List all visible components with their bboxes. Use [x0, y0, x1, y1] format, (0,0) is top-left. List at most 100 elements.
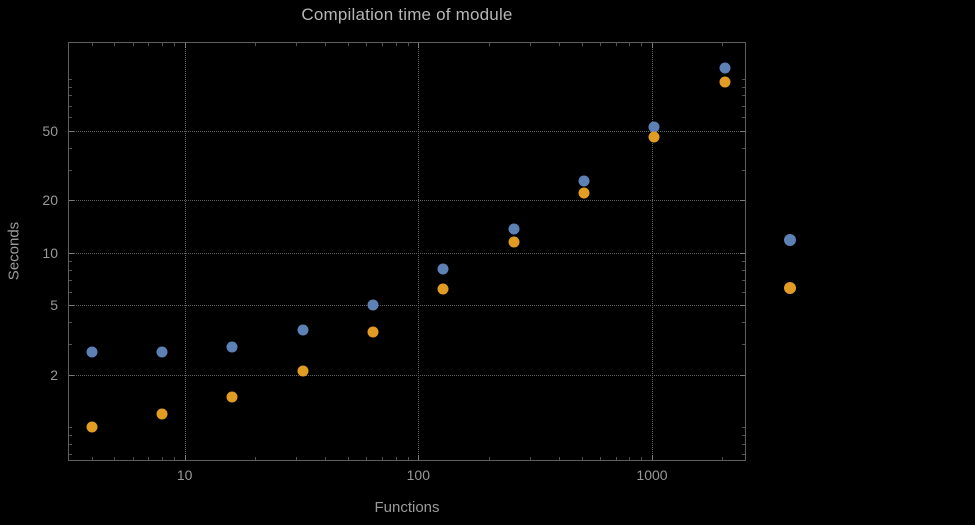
x-minor-tick: [488, 457, 490, 460]
x-minor-tick: [382, 457, 384, 460]
x-tick-mark: [184, 43, 186, 48]
x-minor-tick: [325, 457, 327, 460]
x-minor-tick: [629, 457, 631, 460]
x-minor-tick: [254, 457, 256, 460]
x-minor-tick: [629, 43, 631, 46]
y-minor-tick: [742, 279, 745, 281]
plot-area: [68, 42, 746, 461]
y-minor-tick: [69, 260, 72, 262]
data-point-blue-series: [156, 346, 168, 358]
y-minor-tick: [742, 86, 745, 88]
data-point-orange-series: [437, 283, 449, 295]
y-minor-tick: [69, 454, 72, 456]
y-minor-tick: [69, 291, 72, 293]
y-tick-mark: [69, 131, 74, 133]
y-minor-tick: [742, 169, 745, 171]
y-minor-tick: [69, 427, 72, 429]
x-minor-tick: [148, 43, 150, 46]
x-gridline: [184, 43, 186, 460]
y-tick-mark: [740, 252, 745, 254]
y-minor-tick: [69, 105, 72, 107]
x-minor-tick: [559, 457, 560, 460]
y-minor-tick: [742, 117, 745, 119]
x-gridline: [418, 43, 420, 460]
y-tick-mark: [69, 374, 74, 376]
data-point-orange-series: [578, 187, 590, 199]
y-tick-label: 20: [42, 192, 58, 209]
legend-marker-orange-series: [784, 282, 796, 294]
y-minor-tick: [69, 86, 72, 88]
chart-title: Compilation time of module: [301, 5, 513, 24]
x-tick-label: 10: [176, 467, 193, 483]
y-tick-mark: [740, 131, 745, 133]
x-axis-label: Functions: [374, 499, 440, 516]
y-tick-label: 5: [50, 297, 58, 314]
y-minor-tick: [69, 95, 72, 97]
y-minor-tick: [742, 105, 745, 107]
x-minor-tick: [366, 43, 368, 46]
x-minor-tick: [173, 43, 175, 46]
data-point-blue-series: [86, 346, 98, 358]
y-minor-tick: [69, 269, 72, 271]
x-minor-tick: [296, 43, 298, 46]
y-gridline: [69, 252, 745, 254]
y-minor-tick: [742, 444, 745, 446]
x-minor-tick: [161, 43, 163, 46]
x-minor-tick: [722, 457, 724, 460]
y-tick-label: 2: [50, 366, 58, 383]
x-minor-tick: [600, 43, 602, 46]
legend-marker-blue-series: [784, 234, 796, 246]
data-point-blue-series: [508, 223, 520, 235]
x-minor-tick: [382, 43, 384, 46]
x-minor-tick: [581, 457, 583, 460]
x-minor-tick: [114, 43, 116, 46]
data-point-blue-series: [578, 175, 590, 187]
x-minor-tick: [395, 457, 397, 460]
y-minor-tick: [69, 444, 72, 446]
x-minor-tick: [488, 43, 490, 46]
y-axis-label: Seconds: [5, 221, 23, 281]
x-minor-tick: [615, 43, 617, 46]
y-gridline: [69, 374, 745, 376]
y-tick-label: 50: [42, 123, 58, 140]
x-minor-tick: [132, 457, 134, 460]
y-minor-tick: [69, 147, 72, 149]
y-minor-tick: [742, 344, 745, 346]
y-gridline: [69, 305, 745, 307]
x-minor-tick: [600, 457, 602, 460]
x-minor-tick: [641, 457, 643, 460]
y-minor-tick: [742, 269, 745, 271]
data-point-orange-series: [156, 408, 168, 420]
legend: [784, 234, 796, 294]
y-tick-mark: [740, 200, 745, 202]
data-point-orange-series: [508, 236, 520, 248]
x-minor-tick: [615, 457, 617, 460]
x-minor-tick: [91, 43, 93, 46]
data-point-blue-series: [226, 341, 238, 353]
x-gridline: [652, 43, 653, 460]
y-gridline: [69, 200, 745, 202]
x-tick-mark: [418, 43, 420, 48]
y-minor-tick: [69, 169, 72, 171]
y-gridline: [69, 131, 745, 133]
x-tick-mark: [652, 43, 653, 48]
y-minor-tick: [69, 344, 72, 346]
x-tick-mark: [652, 455, 653, 460]
data-point-orange-series: [719, 76, 731, 88]
data-point-orange-series: [86, 421, 98, 433]
x-tick-label: 100: [406, 467, 430, 483]
x-minor-tick: [148, 457, 150, 460]
y-minor-tick: [69, 435, 72, 437]
y-tick-mark: [69, 200, 74, 202]
x-minor-tick: [347, 457, 349, 460]
y-minor-tick: [742, 435, 745, 437]
y-minor-tick: [69, 279, 72, 281]
x-minor-tick: [641, 43, 643, 46]
y-minor-tick: [742, 427, 745, 429]
data-point-blue-series: [648, 121, 660, 133]
x-minor-tick: [722, 43, 724, 46]
x-minor-tick: [529, 457, 531, 460]
x-minor-tick: [173, 457, 175, 460]
x-minor-tick: [395, 43, 397, 46]
